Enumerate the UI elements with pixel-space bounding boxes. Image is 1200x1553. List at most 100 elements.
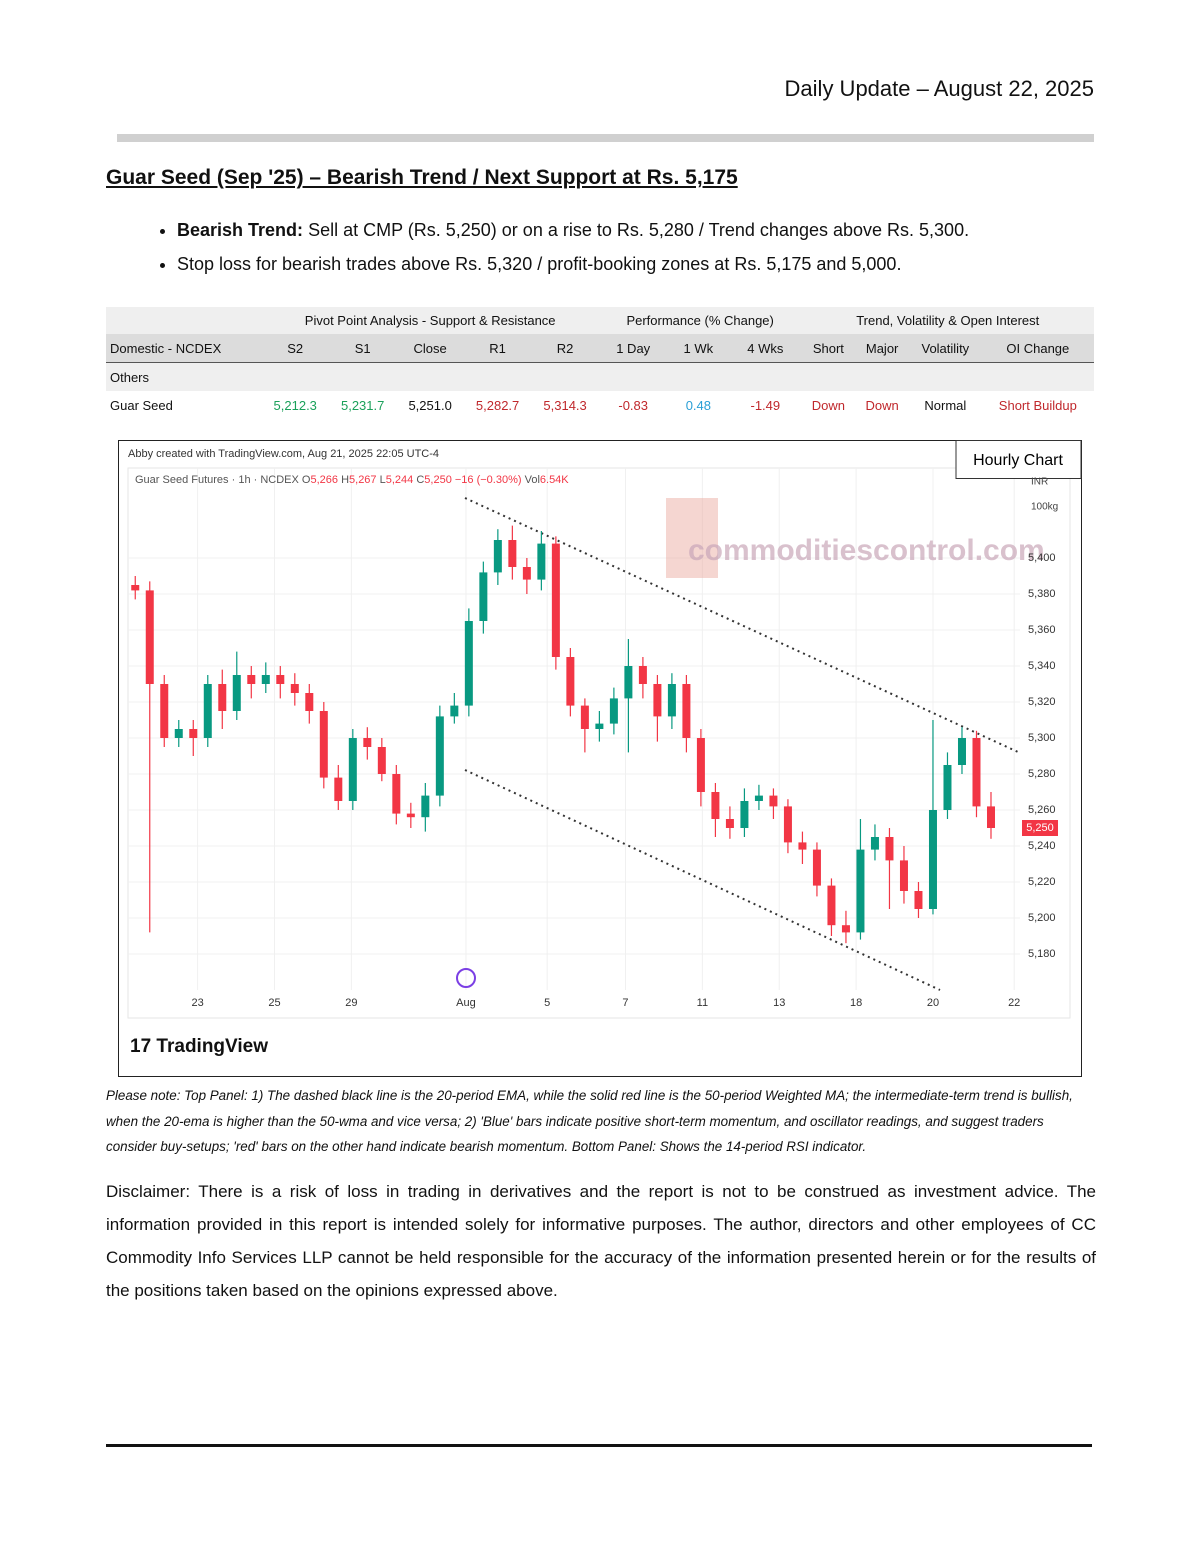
candle-body	[827, 885, 836, 926]
table-cell: Down	[865, 397, 899, 413]
legend-value: 5,267	[349, 474, 377, 486]
candle-body	[450, 705, 459, 717]
bullet-text: Sell at CMP (Rs. 5,250) or on a rise to …	[308, 220, 970, 240]
column-header: R2	[531, 334, 599, 363]
divider	[106, 1444, 1092, 1447]
legend-key: H	[341, 474, 349, 486]
candle-body	[566, 657, 575, 706]
candle-body	[972, 738, 981, 807]
candles	[131, 525, 995, 944]
bullet: Stop loss for bearish trades above Rs. 5…	[177, 254, 1137, 275]
column-header: R1	[463, 334, 532, 363]
candle-body	[812, 849, 821, 886]
table-cell: 0.48	[685, 397, 712, 413]
candle-body	[725, 819, 734, 828]
candle-body	[885, 837, 894, 861]
candle-body	[653, 684, 662, 717]
candle-body	[870, 837, 879, 850]
candle-body	[696, 738, 705, 792]
candle-body	[841, 925, 850, 933]
candle-body	[899, 860, 908, 891]
x-tick-label: 5	[544, 997, 550, 1009]
chart: commoditiescontrol.com Abby created with…	[118, 440, 1082, 1077]
legend-key: Vol	[525, 474, 540, 486]
table-cell: 5,282.7	[475, 397, 520, 413]
x-tick-label: 22	[1008, 997, 1020, 1009]
table-cell: -1.49	[750, 397, 781, 413]
table-cell: 5,314.3	[543, 397, 587, 413]
candle-body	[682, 684, 691, 738]
candle-body	[348, 738, 357, 801]
bullet-lead: Bearish Trend:	[177, 220, 304, 240]
candle-body	[392, 774, 401, 814]
y-tick-label: 5,180	[1028, 948, 1056, 960]
column-header: Short	[801, 334, 856, 363]
candle-body	[914, 891, 923, 909]
candle-body	[711, 792, 720, 819]
candle-body	[928, 810, 937, 909]
attribution: Abby created with TradingView.com, Aug 2…	[128, 448, 439, 460]
candle-body	[334, 777, 343, 801]
candle-body	[595, 723, 604, 729]
x-tick-label: 25	[268, 997, 280, 1009]
table-cell: Guar Seed	[110, 397, 173, 413]
y-tick-label: 5,340	[1028, 660, 1056, 672]
column-header: Volatility	[909, 334, 982, 363]
legend-key: L	[380, 474, 386, 486]
unit: INR	[1031, 477, 1048, 488]
candle-body	[377, 747, 386, 774]
y-tick-label: 5,360	[1028, 624, 1056, 636]
divider	[117, 134, 1094, 142]
candle-body	[798, 842, 807, 850]
candle-body	[160, 684, 169, 738]
unit: 100kg	[1031, 502, 1058, 513]
brand: 17 TradingView	[130, 1036, 268, 1057]
legend-value: 5,244	[386, 474, 414, 486]
candle-body	[145, 590, 154, 684]
legend-value: 5,250	[424, 474, 452, 486]
candle-body	[247, 675, 256, 684]
candle-body	[479, 572, 488, 621]
summary-table: Pivot Point Analysis - Support & Resista…	[106, 307, 1094, 419]
table-cell: 5,231.7	[340, 397, 385, 413]
candle-body	[609, 698, 618, 724]
chart-frame	[118, 440, 1082, 1077]
candle-body	[174, 729, 183, 738]
label-box	[955, 440, 1082, 479]
legend-symbol: Guar Seed Futures · 1h · NCDEX	[135, 474, 300, 486]
candle-body	[290, 684, 299, 693]
bullet-list: Bearish Trend: Sell at CMP (Rs. 5,250) o…	[130, 220, 1137, 288]
table-cell: Normal	[924, 397, 967, 413]
legend-change: −16 (−0.30%)	[455, 474, 522, 486]
brand-name: TradingView	[156, 1036, 268, 1057]
group-header: Performance (% Change)	[598, 307, 802, 334]
data-row: Guar Seed 5,212.3 5,231.7 5,251.0 5,282.7 5,3…	[106, 391, 1094, 419]
column-header: Major	[855, 334, 910, 363]
candle-body	[421, 795, 430, 818]
candle-body	[406, 813, 415, 818]
candle-body	[986, 806, 995, 828]
watermark-icon	[666, 498, 718, 578]
table-cell: Short Buildup	[998, 397, 1077, 413]
group-header: Trend, Volatility & Open Interest	[801, 307, 1094, 334]
chart-note: Please note: Top Panel: 1) The dashed bl…	[106, 1088, 1073, 1154]
y-tick-label: 5,260	[1028, 804, 1056, 816]
candle-body	[754, 795, 763, 801]
grid	[128, 468, 1020, 990]
candle-body	[856, 849, 865, 933]
legend-value: 5,266	[310, 474, 338, 486]
candle-body	[522, 567, 531, 580]
x-tick-label: 11	[697, 997, 708, 1009]
candle-body	[508, 540, 517, 567]
candle-body	[667, 684, 676, 717]
y-tick-label: 5,400	[1028, 552, 1056, 564]
column-header: Close	[396, 334, 464, 363]
x-tick-label: Aug	[456, 997, 476, 1009]
bullet-text: Stop loss for bearish trades above Rs. 5…	[177, 254, 902, 274]
table-cell: 5,212.3	[273, 397, 317, 413]
last-price-badge	[1022, 820, 1058, 836]
candle-body	[276, 675, 285, 684]
y-tick-label: 5,200	[1028, 912, 1056, 924]
candle-body	[957, 738, 966, 765]
